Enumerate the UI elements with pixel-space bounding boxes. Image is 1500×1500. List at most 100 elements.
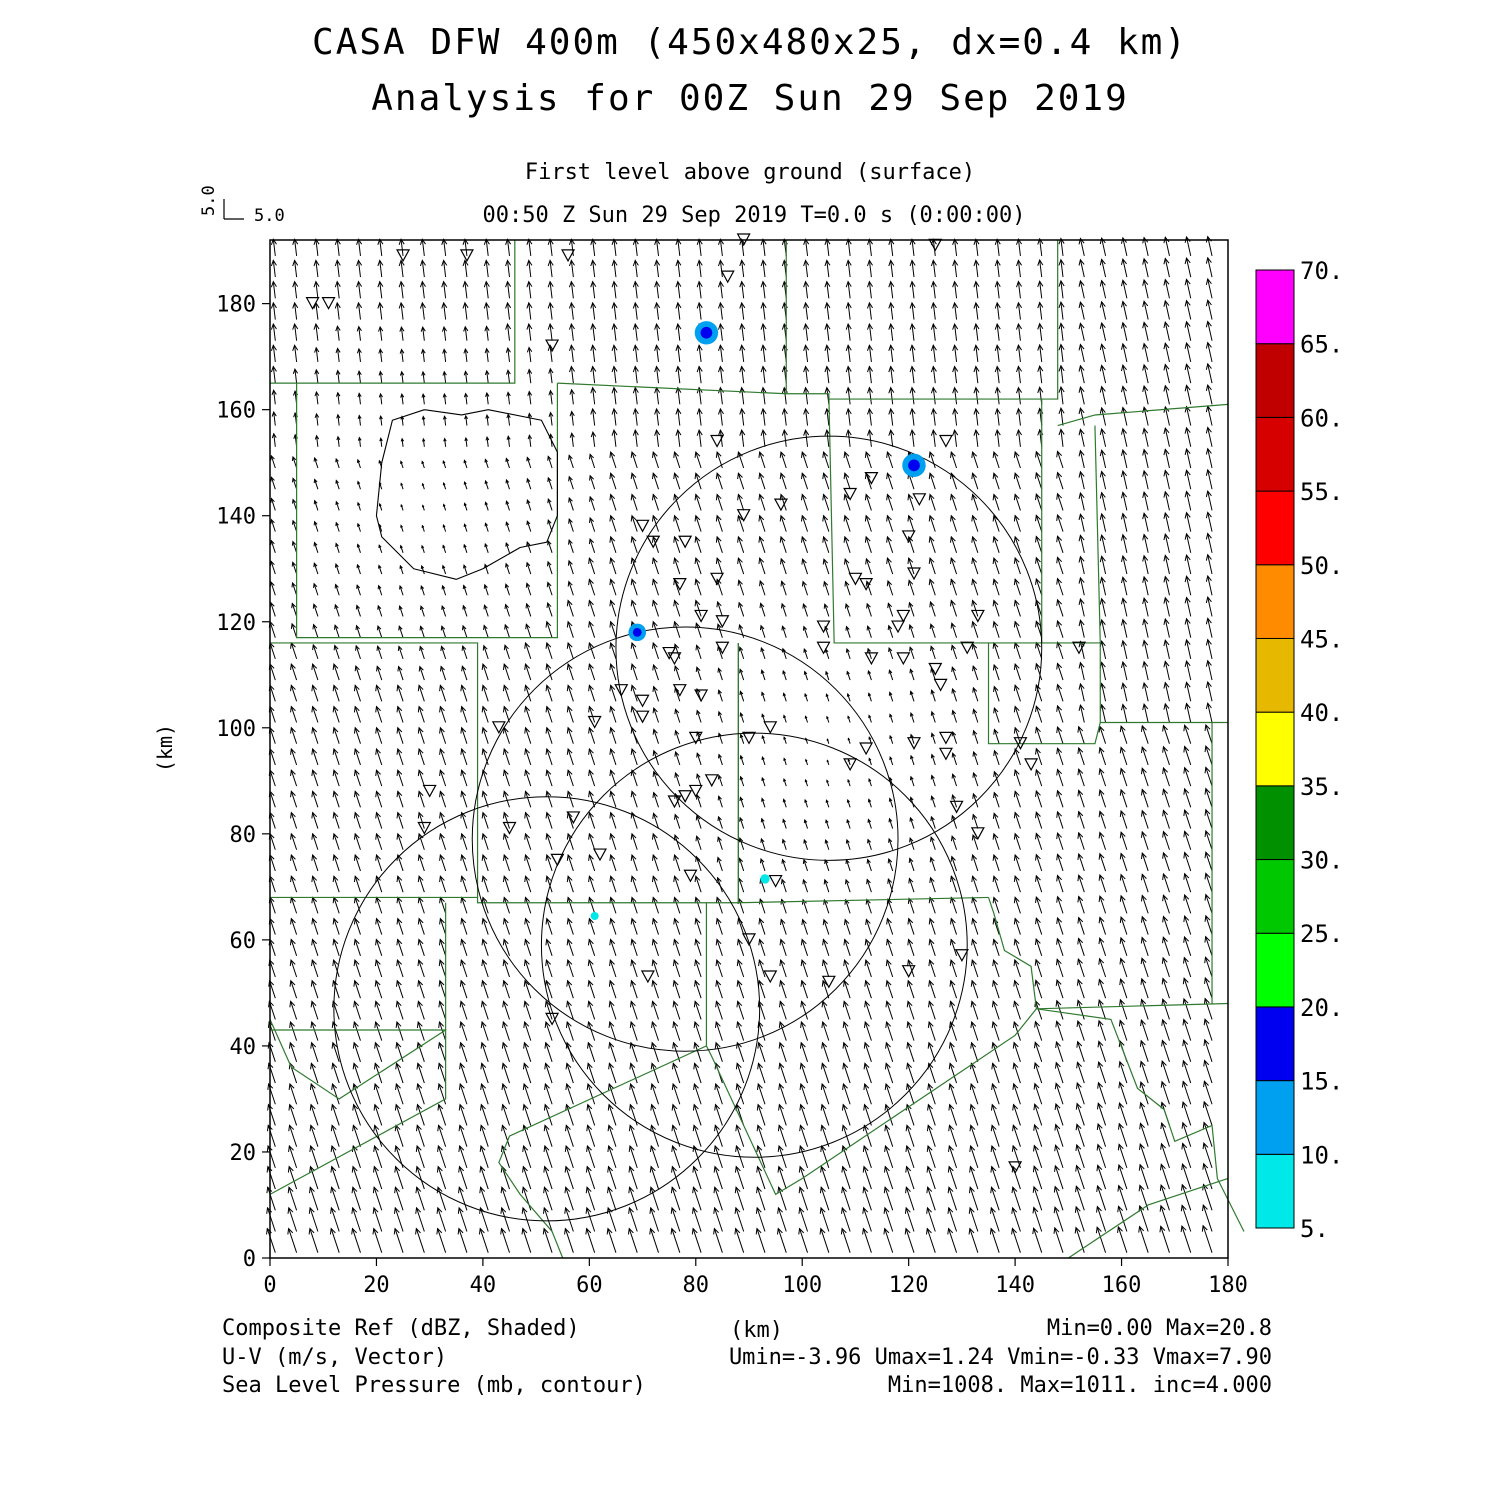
wind-vector	[397, 833, 404, 850]
wind-vector	[761, 798, 766, 808]
wind-vector-head	[694, 938, 701, 946]
wind-vector-head	[842, 1020, 849, 1029]
wind-vector	[566, 1021, 574, 1041]
wind-vector	[719, 366, 723, 384]
wind-vector	[1097, 1103, 1107, 1126]
wind-vector	[528, 281, 532, 299]
wind-vector-head	[993, 707, 999, 714]
wind-vector	[1186, 300, 1192, 320]
wind-vector-head	[481, 663, 488, 671]
wind-vector-head	[568, 280, 575, 288]
wind-vector-head	[845, 238, 852, 245]
wind-vector-head	[396, 875, 403, 883]
wind-vector-head	[377, 301, 384, 309]
wind-vector	[525, 624, 532, 638]
wind-vector-head	[314, 412, 320, 418]
wind-vector	[824, 879, 830, 893]
wind-vector	[397, 791, 404, 808]
station-marker	[672, 578, 687, 591]
wind-vector-head	[1205, 532, 1212, 540]
wind-vector-head	[1012, 1020, 1019, 1028]
wind-vector	[1014, 854, 1021, 872]
wind-vector-head	[441, 584, 446, 590]
station-marker	[954, 949, 969, 963]
wind-vector-head	[611, 322, 618, 330]
wind-vector	[482, 663, 489, 681]
wind-vector	[357, 502, 361, 511]
wind-vector-head	[1055, 958, 1062, 966]
wind-vector-head	[611, 280, 618, 288]
wind-vector	[566, 1063, 574, 1084]
wind-vector	[845, 879, 851, 893]
wind-vector	[422, 327, 425, 341]
wind-vector	[954, 281, 958, 299]
wind-vector-head	[1205, 490, 1212, 498]
station-marker	[614, 684, 629, 697]
wind-vector-head	[801, 580, 807, 587]
wind-vector-head	[910, 733, 914, 739]
wind-vector-head	[353, 705, 360, 713]
wind-vector	[928, 1021, 936, 1041]
wind-vector	[1098, 999, 1107, 1020]
wind-vector	[610, 833, 617, 850]
wind-vector-head	[823, 878, 829, 885]
wind-vector	[821, 1104, 830, 1126]
wind-vector	[908, 515, 915, 532]
wind-vector-head	[1076, 1019, 1083, 1028]
wind-vector-head	[841, 1124, 848, 1132]
wind-vector	[826, 239, 830, 256]
wind-vector	[1078, 832, 1085, 850]
wind-vector	[1186, 427, 1192, 447]
wind-vector-head	[842, 1082, 848, 1090]
wind-vector-head	[883, 1227, 890, 1235]
wind-vector	[586, 1187, 596, 1211]
x-axis: 0 20 40 60 80 100 120 140 160 180	[263, 1258, 1248, 1298]
wind-vector-head	[674, 729, 680, 736]
y-tick-label: 60	[230, 929, 257, 954]
wind-vector	[866, 879, 872, 893]
wind-vector-head	[460, 853, 467, 861]
y-tick-label: 140	[216, 505, 256, 530]
wind-vector-head	[1013, 958, 1020, 967]
wind-vector-head	[1078, 322, 1085, 330]
wind-vector	[716, 536, 723, 553]
wind-vector-head	[820, 1165, 826, 1173]
wind-vector-head	[266, 1124, 273, 1132]
wind-vector	[781, 879, 787, 893]
wind-vector-head	[480, 1000, 487, 1008]
wind-vector-head	[586, 1103, 593, 1111]
wind-vector	[439, 812, 447, 829]
wind-vector-head	[760, 344, 767, 351]
wind-vector	[801, 1001, 809, 1020]
wind-vector	[613, 430, 617, 447]
wind-vector	[373, 1166, 383, 1190]
wind-vector-head	[800, 1020, 806, 1029]
wind-vector-head	[845, 301, 852, 309]
wind-vector	[951, 623, 958, 638]
wind-vector	[1035, 493, 1043, 511]
wind-vector-head	[694, 979, 700, 987]
wind-vector-head	[375, 726, 381, 734]
wind-vector-head	[969, 1082, 976, 1090]
wind-vector-head	[1138, 1225, 1145, 1233]
wind-vector	[506, 239, 510, 256]
wind-vector	[312, 727, 319, 744]
wind-vector	[272, 260, 276, 278]
wind-vector	[930, 624, 936, 638]
wind-vector	[335, 584, 340, 596]
wind-vector-head	[992, 832, 999, 840]
wind-vector-head	[545, 811, 552, 819]
wind-vector-head	[356, 543, 361, 548]
wind-vector	[908, 557, 915, 575]
wind-vector-head	[312, 623, 318, 630]
wind-vector	[886, 980, 894, 999]
wind-vector-head	[545, 790, 552, 798]
wind-vector	[695, 623, 702, 638]
wind-vector-head	[1078, 258, 1085, 266]
wind-vector-head	[330, 1206, 336, 1214]
wind-vector-head	[588, 684, 594, 692]
wind-vector-head	[693, 1082, 699, 1090]
wind-vector	[290, 918, 298, 935]
wind-vector	[631, 897, 638, 914]
wind-vector	[376, 854, 383, 872]
